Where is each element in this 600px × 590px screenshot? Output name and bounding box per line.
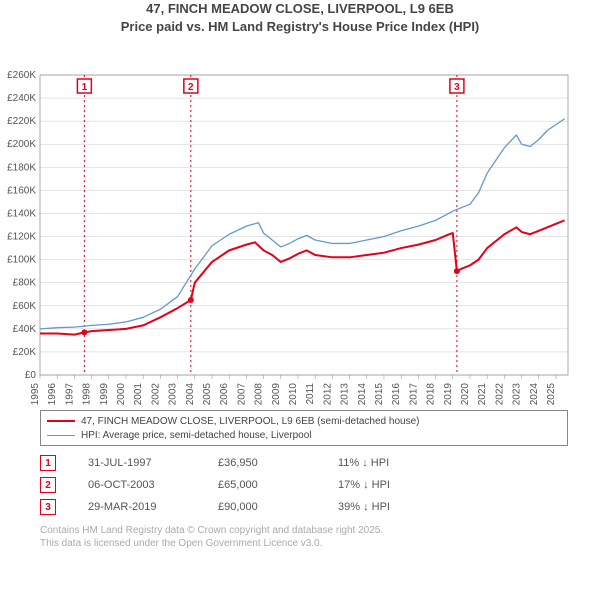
svg-text:2001: 2001: [133, 383, 144, 405]
title-line1: 47, FINCH MEADOW CLOSE, LIVERPOOL, L9 6E…: [146, 1, 454, 16]
transaction-date: 06-OCT-2003: [88, 479, 218, 491]
svg-text:2025: 2025: [546, 383, 557, 405]
transaction-marker: 3: [40, 499, 56, 515]
svg-text:2011: 2011: [305, 383, 316, 405]
svg-text:2000: 2000: [116, 383, 127, 405]
svg-text:1998: 1998: [82, 383, 93, 405]
legend-label: 47, FINCH MEADOW CLOSE, LIVERPOOL, L9 6E…: [81, 416, 419, 427]
credits-line2: This data is licensed under the Open Gov…: [40, 537, 600, 550]
svg-text:£180K: £180K: [7, 162, 36, 173]
legend-row: HPI: Average price, semi-detached house,…: [47, 428, 561, 442]
svg-text:2010: 2010: [288, 383, 299, 405]
svg-text:2018: 2018: [426, 383, 437, 405]
transaction-diff: 39% ↓ HPI: [338, 501, 438, 513]
svg-text:2006: 2006: [219, 383, 230, 405]
svg-text:£0: £0: [25, 370, 37, 381]
legend: 47, FINCH MEADOW CLOSE, LIVERPOOL, L9 6E…: [40, 410, 568, 446]
svg-text:£60K: £60K: [13, 301, 37, 312]
transaction-price: £90,000: [218, 501, 338, 513]
transaction-row: 2 06-OCT-2003£65,00017% ↓ HPI: [40, 474, 600, 496]
svg-text:2015: 2015: [374, 383, 385, 405]
svg-text:£120K: £120K: [7, 232, 36, 243]
svg-text:1999: 1999: [99, 383, 110, 405]
svg-text:£80K: £80K: [13, 278, 37, 289]
svg-text:2021: 2021: [477, 383, 488, 405]
svg-text:£40K: £40K: [13, 324, 37, 335]
svg-text:£220K: £220K: [7, 116, 36, 127]
credits: Contains HM Land Registry data © Crown c…: [40, 524, 600, 550]
chart-area: £0 £20K £40K £60K £80K £100K £120K £140K £160K £1…: [0, 35, 600, 405]
svg-text:3: 3: [454, 82, 460, 93]
transaction-row: 3 29-MAR-2019£90,00039% ↓ HPI: [40, 496, 600, 518]
svg-text:2: 2: [188, 82, 194, 93]
svg-text:2024: 2024: [529, 383, 540, 405]
svg-text:2007: 2007: [236, 383, 247, 405]
legend-swatch: [47, 420, 75, 422]
svg-text:2012: 2012: [322, 383, 333, 405]
transaction-diff: 17% ↓ HPI: [338, 479, 438, 491]
transaction-date: 29-MAR-2019: [88, 501, 218, 513]
svg-text:£100K: £100K: [7, 255, 36, 266]
svg-text:1: 1: [82, 82, 88, 93]
svg-text:2004: 2004: [185, 383, 196, 405]
svg-text:2016: 2016: [391, 383, 402, 405]
svg-text:2014: 2014: [357, 383, 368, 405]
svg-text:2003: 2003: [168, 383, 179, 405]
svg-text:2009: 2009: [271, 383, 282, 405]
legend-label: HPI: Average price, semi-detached house,…: [81, 430, 312, 441]
svg-text:£240K: £240K: [7, 93, 36, 104]
transaction-row: 1 31-JUL-1997£36,95011% ↓ HPI: [40, 452, 600, 474]
svg-text:1997: 1997: [64, 383, 75, 405]
transaction-diff: 11% ↓ HPI: [338, 457, 438, 469]
svg-text:£20K: £20K: [13, 347, 37, 358]
svg-text:1996: 1996: [47, 383, 58, 405]
svg-text:£200K: £200K: [7, 139, 36, 150]
svg-text:2017: 2017: [408, 383, 419, 405]
transaction-marker: 2: [40, 477, 56, 493]
svg-text:2020: 2020: [460, 383, 471, 405]
transaction-marker: 1: [40, 455, 56, 471]
svg-text:2005: 2005: [202, 383, 213, 405]
svg-text:2022: 2022: [494, 383, 505, 405]
legend-swatch: [47, 435, 75, 436]
svg-text:£160K: £160K: [7, 185, 36, 196]
svg-text:2019: 2019: [443, 383, 454, 405]
credits-line1: Contains HM Land Registry data © Crown c…: [40, 524, 600, 537]
legend-row: 47, FINCH MEADOW CLOSE, LIVERPOOL, L9 6E…: [47, 414, 561, 428]
chart-svg: £0 £20K £40K £60K £80K £100K £120K £140K £160K £1…: [0, 35, 600, 405]
svg-text:2023: 2023: [512, 383, 523, 405]
transactions-table: 1 31-JUL-1997£36,95011% ↓ HPI 2 06-OCT-2003…: [40, 452, 600, 518]
transaction-price: £36,950: [218, 457, 338, 469]
svg-text:2008: 2008: [254, 383, 265, 405]
svg-text:£260K: £260K: [7, 70, 36, 81]
svg-text:2013: 2013: [340, 383, 351, 405]
chart-title: 47, FINCH MEADOW CLOSE, LIVERPOOL, L9 6E…: [0, 0, 600, 35]
svg-text:£140K: £140K: [7, 209, 36, 220]
transaction-price: £65,000: [218, 479, 338, 491]
title-line2: Price paid vs. HM Land Registry's House …: [121, 19, 480, 34]
transaction-date: 31-JUL-1997: [88, 457, 218, 469]
svg-text:1995: 1995: [30, 383, 41, 405]
svg-text:2002: 2002: [150, 383, 161, 405]
